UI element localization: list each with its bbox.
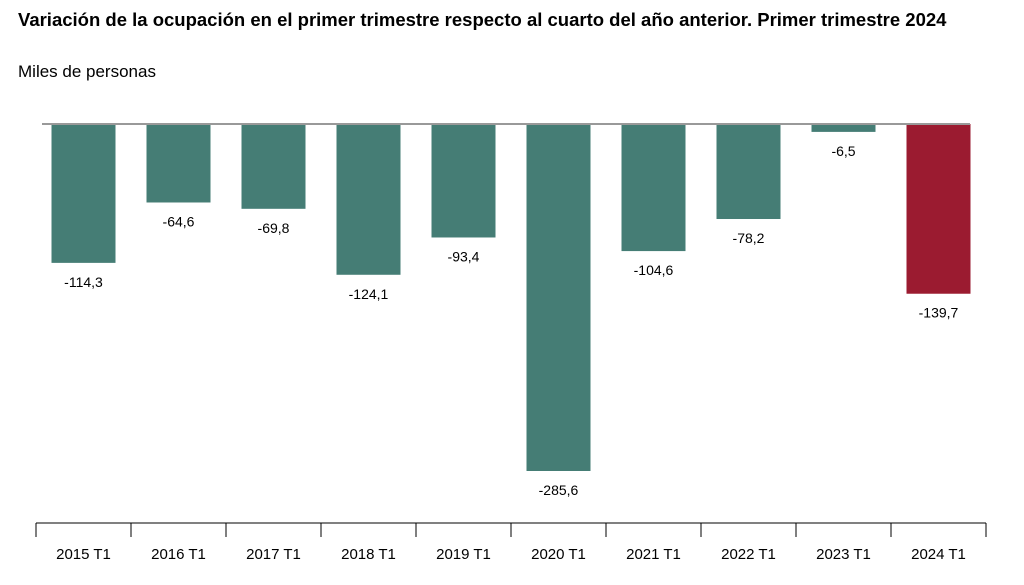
data-label: -285,6 <box>539 482 579 498</box>
x-tick-label: 2023 T1 <box>816 546 871 563</box>
bar <box>51 124 116 263</box>
bar <box>431 124 496 238</box>
bar <box>241 124 306 209</box>
data-label: -114,3 <box>64 274 103 290</box>
x-tick-label: 2016 T1 <box>151 546 206 563</box>
bar <box>716 124 781 220</box>
data-label: -64,6 <box>163 213 195 229</box>
chart-title: Variación de la ocupación en el primer t… <box>18 9 947 30</box>
x-tick-label: 2015 T1 <box>56 546 111 563</box>
data-label: -124,1 <box>349 286 389 302</box>
bar <box>336 124 401 275</box>
x-tick-label: 2021 T1 <box>626 546 681 563</box>
x-tick-label: 2019 T1 <box>436 546 491 563</box>
bar <box>906 124 971 294</box>
data-label: -69,8 <box>258 220 290 236</box>
data-label: -93,4 <box>448 248 480 264</box>
x-tick-label: 2020 T1 <box>531 546 586 563</box>
data-label: -6,5 <box>831 143 855 159</box>
bar <box>811 124 876 132</box>
bar <box>621 124 686 252</box>
data-label: -104,6 <box>634 262 674 278</box>
x-tick-label: 2018 T1 <box>341 546 396 563</box>
x-tick-label: 2024 T1 <box>911 546 966 563</box>
x-tick-label: 2022 T1 <box>721 546 776 563</box>
chart-subtitle: Miles de personas <box>18 62 156 81</box>
x-tick-label: 2017 T1 <box>246 546 301 563</box>
data-label: -78,2 <box>733 230 765 246</box>
bar <box>526 124 591 471</box>
data-label: -139,7 <box>919 305 959 321</box>
bar <box>146 124 211 203</box>
